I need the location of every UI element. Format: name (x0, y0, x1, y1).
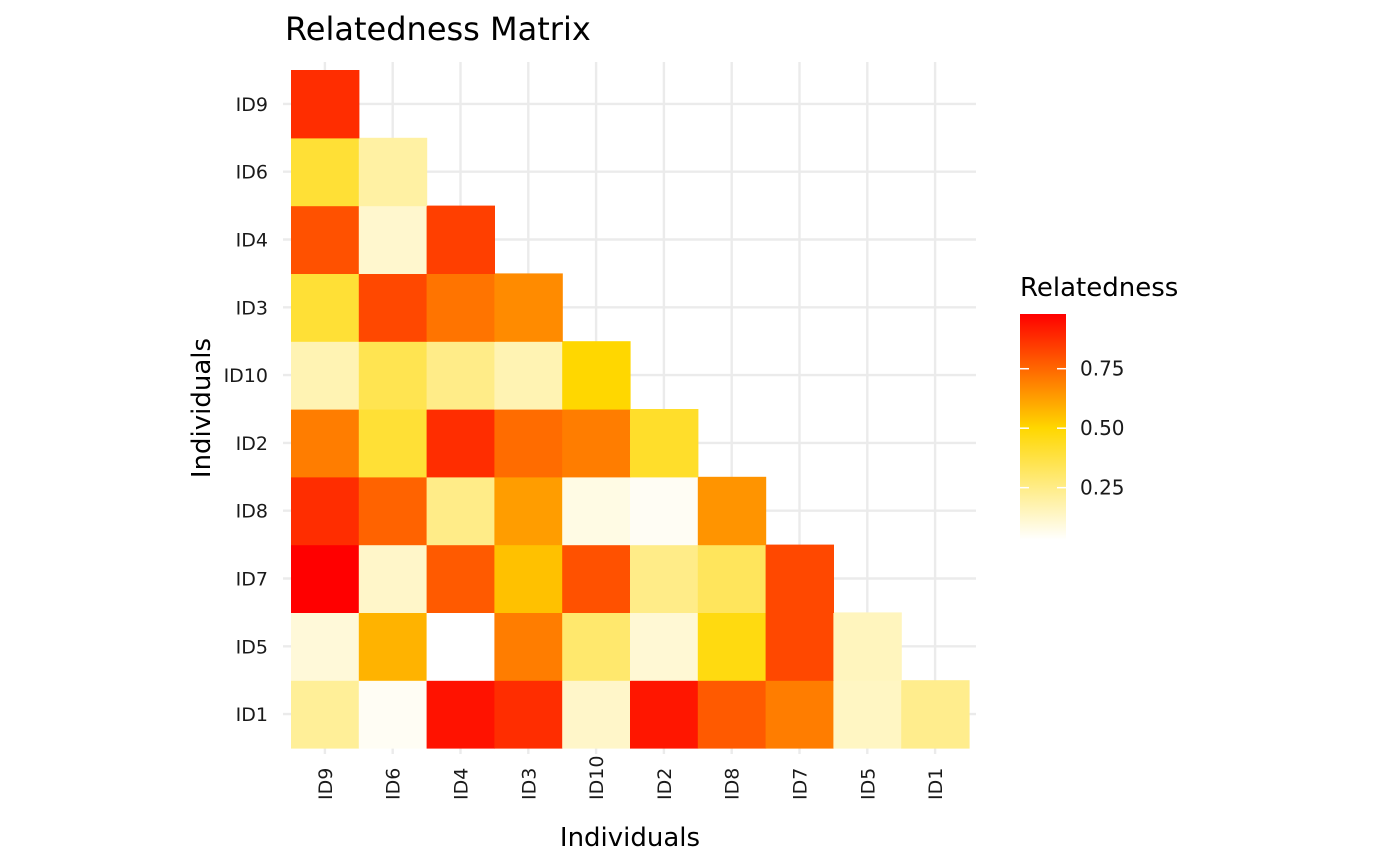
legend-ticks: 0.25 0.50 0.75 (1020, 357, 1125, 500)
x-tick-label: ID2 (654, 768, 676, 800)
heatmap-cell-id9-id9 (291, 70, 360, 139)
heatmap-cell-id8-id4 (426, 476, 495, 546)
y-tick-label: ID9 (236, 94, 268, 116)
y-tick-label: ID1 (236, 704, 268, 726)
heatmap-cell-id10-id4 (426, 341, 495, 410)
heatmap-cell-id2-id3 (494, 409, 563, 478)
heatmap-cell-id1-id2 (630, 680, 699, 749)
heatmap-cell-id8-id9 (291, 476, 360, 546)
x-axis-ticks: ID9 ID6 ID4 ID3 ID10 ID2 ID8 ID7 ID5 ID1 (315, 756, 947, 800)
x-tick-label: ID5 (857, 768, 879, 800)
x-tick-label: ID7 (790, 768, 812, 800)
heatmap-cell-id8-id10 (562, 476, 631, 546)
heatmap-cell-id1-id9 (291, 680, 360, 749)
y-tick-label: ID10 (224, 365, 268, 387)
y-tick-label: ID7 (236, 569, 268, 591)
heatmap-cell-id10-id6 (358, 341, 428, 410)
y-tick-label: ID5 (236, 636, 268, 658)
heatmap-cell-id6-id6 (358, 137, 428, 207)
heatmap-cell-id5-id7 (765, 612, 834, 681)
x-tick-label: ID1 (925, 768, 947, 800)
y-tick-label: ID6 (236, 162, 268, 184)
heatmap-cell-id7-id10 (562, 544, 631, 613)
legend-tick-label: 0.75 (1080, 357, 1125, 381)
heatmap-cell-id7-id8 (697, 544, 767, 613)
x-tick-label: ID8 (722, 768, 744, 800)
legend-colorbar (1020, 314, 1066, 540)
y-axis-ticks: ID1 ID5 ID7 ID8 ID2 ID10 ID3 ID4 ID6 ID9 (224, 94, 268, 726)
heatmap-cell-id5-id6 (358, 612, 428, 681)
heatmap-cell-id3-id9 (291, 273, 360, 342)
heatmap-cell-id7-id4 (426, 544, 495, 613)
heatmap-cell-id10-id3 (494, 341, 563, 410)
legend-tick-label: 0.25 (1080, 476, 1125, 500)
heatmap-cell-id3-id6 (358, 273, 428, 342)
heatmap-cell-id5-id5 (833, 612, 902, 681)
legend-title: Relatedness (1020, 273, 1178, 303)
heatmap-cell-id4-id4 (426, 205, 495, 274)
heatmap-cell-id2-id9 (291, 409, 360, 478)
heatmap-cell-id4-id6 (358, 205, 428, 274)
heatmap-cell-id7-id6 (358, 544, 428, 613)
x-tick-label: ID6 (383, 768, 405, 800)
heatmap-cell-id7-id7 (765, 544, 834, 613)
heatmap-cell-id8-id3 (494, 476, 563, 546)
y-tick-label: ID4 (236, 230, 268, 252)
x-tick-label: ID4 (451, 768, 473, 800)
y-tick-label: ID3 (236, 297, 268, 319)
heatmap-cell-id4-id9 (291, 205, 360, 274)
heatmap-cell-id1-id7 (765, 680, 834, 749)
chart-title: Relatedness Matrix (285, 10, 591, 48)
heatmap-cell-id7-id2 (630, 544, 699, 613)
heatmap-cell-id2-id6 (358, 409, 428, 478)
heatmap-cell-id2-id10 (562, 409, 631, 478)
y-axis-title: Individuals (187, 338, 217, 478)
heatmap-cell-id3-id3 (494, 273, 563, 342)
x-tick-label: ID3 (518, 768, 540, 800)
heatmap-cell-id1-id1 (901, 680, 970, 749)
heatmap-cells (291, 70, 970, 749)
heatmap-cell-id10-id9 (291, 341, 360, 410)
legend-tick-label: 0.50 (1080, 416, 1125, 440)
y-tick-label: ID8 (236, 501, 268, 523)
heatmap-cell-id1-id4 (426, 680, 495, 749)
heatmap-cell-id1-id3 (494, 680, 563, 749)
heatmap-cell-id5-id10 (562, 612, 631, 681)
heatmap-cell-id5-id2 (630, 612, 699, 681)
y-tick-label: ID2 (236, 433, 268, 455)
color-legend: Relatedness 0.25 0.50 0.75 (1020, 273, 1178, 540)
heatmap-cell-id1-id8 (697, 680, 767, 749)
heatmap-cell-id2-id4 (426, 409, 495, 478)
x-axis-title: Individuals (560, 823, 700, 853)
heatmap-cell-id3-id4 (426, 273, 495, 342)
heatmap-cell-id2-id2 (630, 409, 699, 478)
heatmap-cell-id6-id9 (291, 137, 360, 207)
heatmap-cell-id8-id8 (697, 476, 767, 546)
heatmap-cell-id7-id9 (291, 544, 360, 613)
x-tick-label: ID9 (315, 768, 337, 800)
x-tick-label: ID10 (586, 756, 608, 800)
heatmap-cell-id1-id10 (562, 680, 631, 749)
heatmap-cell-id10-id10 (562, 341, 631, 410)
heatmap-cell-id7-id3 (494, 544, 563, 613)
heatmap-cell-id1-id5 (833, 680, 902, 749)
heatmap-cell-id5-id8 (697, 612, 767, 681)
heatmap-cell-id8-id2 (630, 476, 699, 546)
heatmap-cell-id5-id9 (291, 612, 360, 681)
heatmap-cell-id5-id4 (426, 612, 495, 681)
heatmap-cell-id5-id3 (494, 612, 563, 681)
heatmap-cell-id1-id6 (358, 680, 428, 749)
heatmap-cell-id8-id6 (358, 476, 428, 546)
